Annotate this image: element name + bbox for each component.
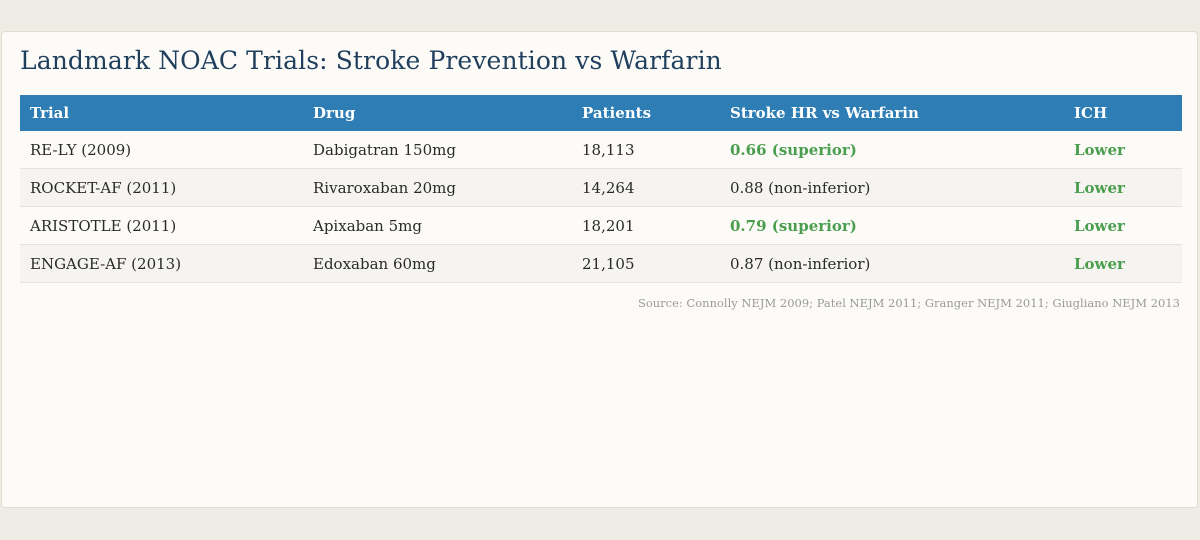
cell-stroke-hr: 0.88 (non-inferior) bbox=[720, 168, 1064, 207]
column-header-drug: Drug bbox=[303, 95, 572, 131]
table-row: ENGAGE-AF (2013) Edoxaban 60mg 21,105 0.… bbox=[20, 244, 1182, 283]
source-note: Source: Connolly NEJM 2009; Patel NEJM 2… bbox=[637, 296, 1180, 310]
table-row: ROCKET-AF (2011) Rivaroxaban 20mg 14,264… bbox=[20, 168, 1182, 207]
cell-trial: ARISTOTLE (2011) bbox=[20, 206, 303, 245]
table-header-row: Trial Drug Patients Stroke HR vs Warfari… bbox=[20, 95, 1182, 131]
column-header-patients: Patients bbox=[572, 95, 720, 131]
column-header-ich: ICH bbox=[1064, 95, 1182, 131]
cell-patients: 18,113 bbox=[572, 131, 720, 169]
column-header-stroke-hr: Stroke HR vs Warfarin bbox=[720, 95, 1064, 131]
cell-ich: Lower bbox=[1064, 131, 1182, 169]
cell-stroke-hr: 0.66 (superior) bbox=[720, 131, 1064, 169]
table-row: RE-LY (2009) Dabigatran 150mg 18,113 0.6… bbox=[20, 131, 1182, 169]
table-row: ARISTOTLE (2011) Apixaban 5mg 18,201 0.7… bbox=[20, 206, 1182, 245]
cell-ich: Lower bbox=[1064, 244, 1182, 283]
cell-trial: ENGAGE-AF (2013) bbox=[20, 244, 303, 283]
cell-patients: 21,105 bbox=[572, 244, 720, 283]
cell-drug: Apixaban 5mg bbox=[303, 206, 572, 245]
cell-drug: Rivaroxaban 20mg bbox=[303, 168, 572, 207]
cell-drug: Dabigatran 150mg bbox=[303, 131, 572, 169]
cell-trial: RE-LY (2009) bbox=[20, 131, 303, 169]
cell-patients: 14,264 bbox=[572, 168, 720, 207]
cell-ich: Lower bbox=[1064, 206, 1182, 245]
cell-stroke-hr: 0.87 (non-inferior) bbox=[720, 244, 1064, 283]
cell-stroke-hr: 0.79 (superior) bbox=[720, 206, 1064, 245]
column-header-trial: Trial bbox=[20, 95, 303, 131]
cell-ich: Lower bbox=[1064, 168, 1182, 207]
cell-drug: Edoxaban 60mg bbox=[303, 244, 572, 283]
cell-trial: ROCKET-AF (2011) bbox=[20, 168, 303, 207]
chart-card: Landmark NOAC Trials: Stroke Prevention … bbox=[1, 31, 1198, 508]
chart-title: Landmark NOAC Trials: Stroke Prevention … bbox=[20, 46, 722, 75]
trials-table: Trial Drug Patients Stroke HR vs Warfari… bbox=[20, 95, 1182, 283]
cell-patients: 18,201 bbox=[572, 206, 720, 245]
